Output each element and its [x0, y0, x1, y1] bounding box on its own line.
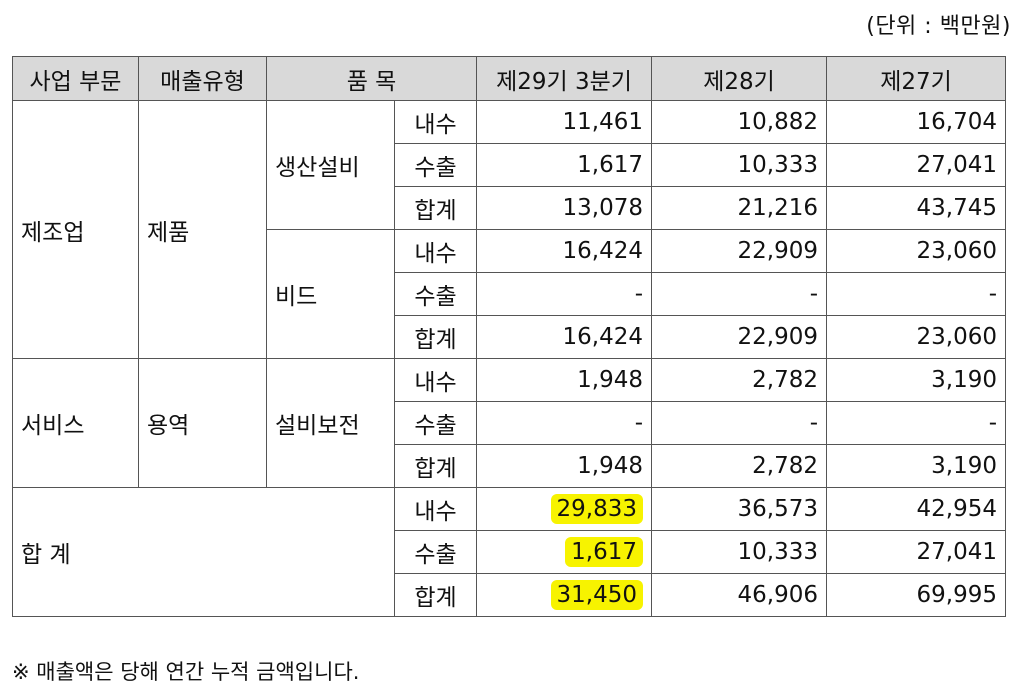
- header-y28: 제28기: [651, 56, 828, 101]
- row-label-domestic: 내수: [393, 487, 478, 531]
- cell-value: 11,461: [476, 100, 653, 144]
- cell-value: 46,906: [651, 573, 828, 617]
- table-row: 제조업 제품 생산설비 내수 11,461 10,882 16,704: [12, 100, 1007, 359]
- unit-note: (단위 : 백만원): [866, 14, 1011, 39]
- table-row: 비드 내수 16,424 22,909 23,060: [13, 229, 1007, 359]
- table-row: 수출 - - -: [13, 272, 1007, 316]
- cell-value: 16,424: [476, 229, 653, 273]
- revenue-table: 사업 부문 매출유형 품 목 제29기 3분기 제28기 제27기 제조업 제품…: [12, 56, 1007, 617]
- cell-value: 27,041: [826, 530, 1007, 574]
- cell-value: 22,909: [651, 229, 828, 273]
- cell-value: 42,954: [826, 487, 1007, 531]
- cell-value-highlighted: 29,833: [476, 487, 653, 531]
- cell-value: 69,995: [826, 573, 1007, 617]
- table-row: 합계 1,948 2,782 3,190: [13, 444, 1007, 488]
- row-label-domestic: 내수: [393, 358, 478, 402]
- highlight-mark: 29,833: [550, 494, 644, 524]
- cell-value: 43,745: [826, 186, 1007, 230]
- cell-value: -: [476, 272, 653, 316]
- cell-value: 21,216: [651, 186, 828, 230]
- cell-value: 1,948: [476, 358, 653, 402]
- item-equipment: 생산설비: [266, 100, 395, 230]
- cell-value: 27,041: [826, 143, 1007, 187]
- row-label-subtotal: 합계: [393, 444, 478, 488]
- row-label-export: 수출: [393, 530, 478, 574]
- total-label: 합 계: [12, 487, 395, 617]
- row-label-subtotal: 합계: [393, 573, 478, 617]
- row-label-export: 수출: [393, 143, 478, 187]
- cell-value-highlighted: 1,617: [476, 530, 653, 574]
- header-y27: 제27기: [826, 56, 1007, 101]
- cell-value: 1,617: [476, 143, 653, 187]
- cell-value-highlighted: 31,450: [476, 573, 653, 617]
- header-row: 사업 부문 매출유형 품 목 제29기 3분기 제28기 제27기: [12, 56, 1007, 101]
- highlight-mark: 1,617: [565, 537, 644, 567]
- row-label-domestic: 내수: [393, 229, 478, 273]
- cell-value: 1,948: [476, 444, 653, 488]
- cell-value: 2,782: [651, 358, 828, 402]
- cell-value: 10,882: [651, 100, 828, 144]
- table-row: 서비스 용역 설비보전 내수 1,948 2,782 3,190: [12, 358, 1007, 488]
- row-label-export: 수출: [393, 272, 478, 316]
- cell-value: 3,190: [826, 444, 1007, 488]
- highlight-mark: 31,450: [550, 580, 644, 610]
- header-sales-type: 매출유형: [138, 56, 267, 101]
- row-label-subtotal: 합계: [393, 315, 478, 359]
- table-row: 합계 31,450 46,906 69,995: [13, 573, 1007, 617]
- table-row: 수출 - - -: [13, 401, 1007, 445]
- cell-value: -: [826, 272, 1007, 316]
- sales-type-product: 제품: [138, 100, 267, 359]
- table-row: 합 계 내수 29,833 36,573 42,954: [12, 487, 1007, 617]
- cell-value: 10,333: [651, 530, 828, 574]
- cell-value: -: [476, 401, 653, 445]
- segment-manufacturing: 제조업: [12, 100, 139, 359]
- cell-value: 13,078: [476, 186, 653, 230]
- cell-value: -: [826, 401, 1007, 445]
- table-row: 합계 16,424 22,909 23,060: [13, 315, 1007, 359]
- header-segment: 사업 부문: [12, 56, 139, 101]
- row-label-export: 수출: [393, 401, 478, 445]
- footnote: ※ 매출액은 당해 연간 누적 금액입니다.: [12, 660, 360, 684]
- header-item: 품 목: [265, 56, 478, 101]
- row-label-domestic: 내수: [393, 100, 478, 144]
- row-label-subtotal: 합계: [393, 186, 478, 230]
- cell-value: 10,333: [651, 143, 828, 187]
- cell-value: 22,909: [651, 315, 828, 359]
- cell-value: 2,782: [651, 444, 828, 488]
- cell-value: 23,060: [826, 315, 1007, 359]
- cell-value: 36,573: [651, 487, 828, 531]
- sales-type-service: 용역: [138, 358, 267, 488]
- cell-value: 16,704: [826, 100, 1007, 144]
- cell-value: 23,060: [826, 229, 1007, 273]
- cell-value: -: [651, 272, 828, 316]
- header-q29: 제29기 3분기: [476, 56, 653, 101]
- cell-value: 3,190: [826, 358, 1007, 402]
- item-maintenance: 설비보전: [266, 358, 395, 488]
- cell-value: 16,424: [476, 315, 653, 359]
- cell-value: -: [651, 401, 828, 445]
- segment-service: 서비스: [12, 358, 139, 488]
- item-bead: 비드: [266, 229, 395, 359]
